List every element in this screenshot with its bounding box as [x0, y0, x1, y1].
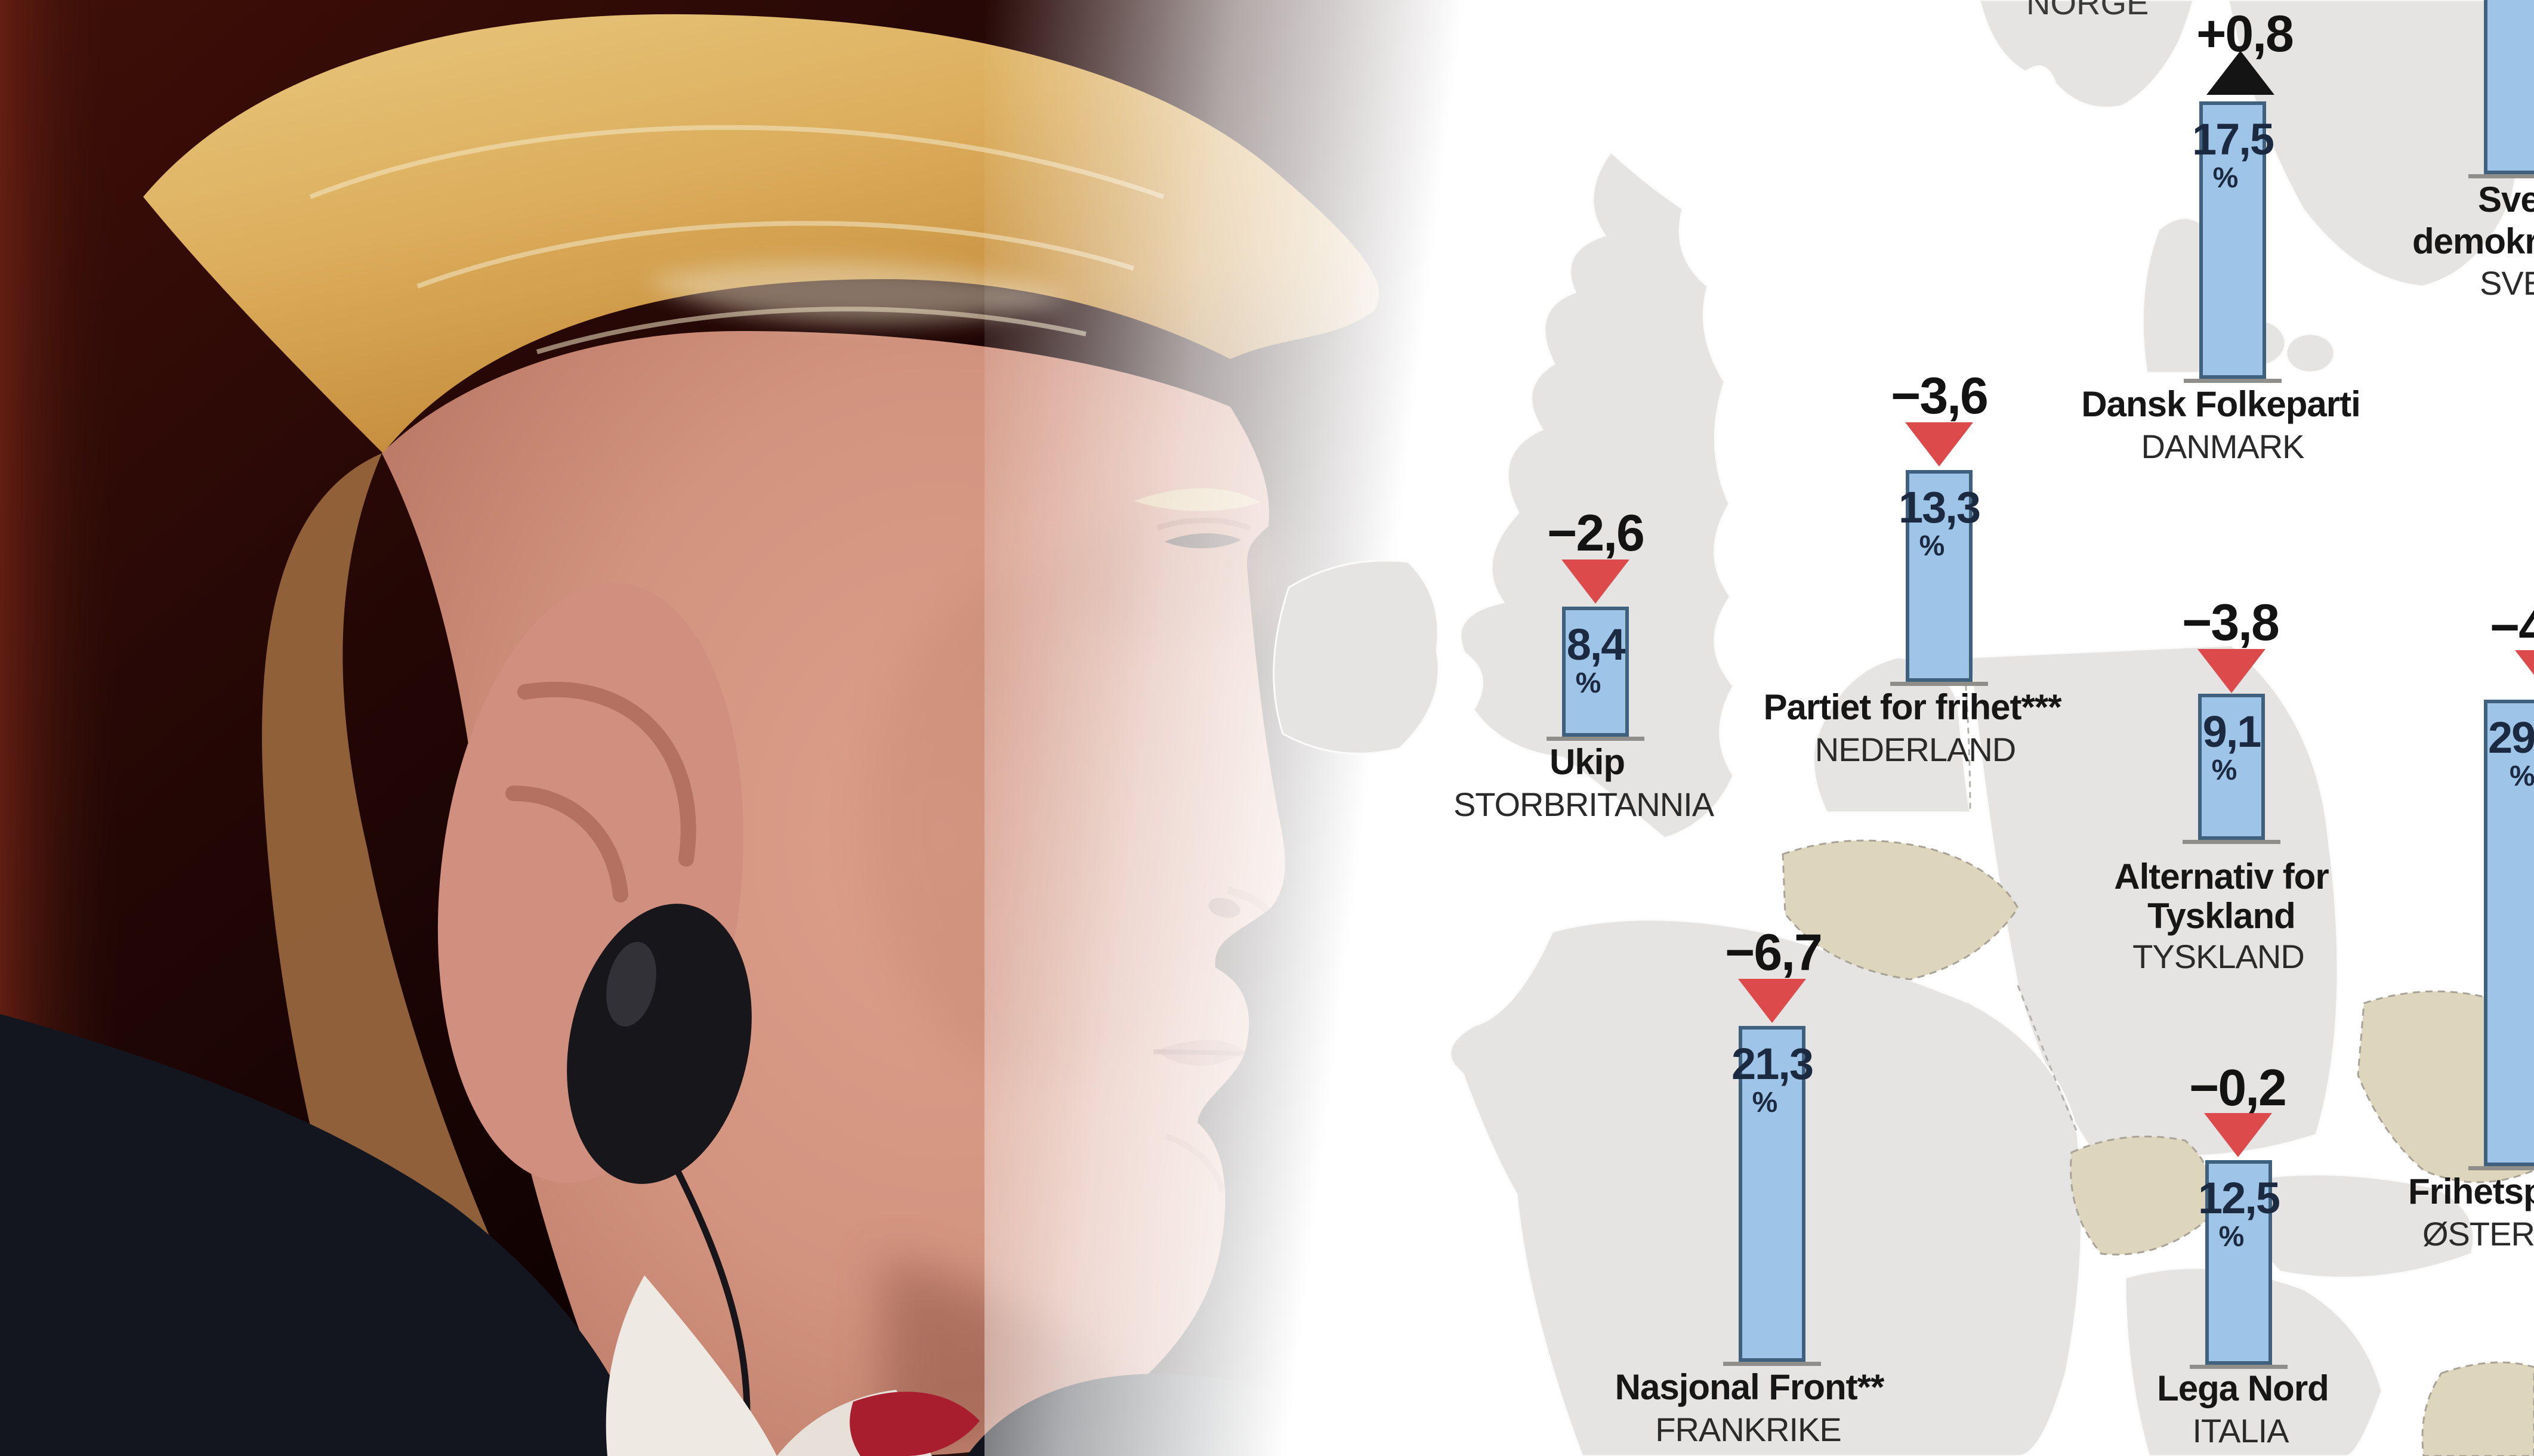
- bar-value-label: 29,: [2488, 713, 2534, 762]
- bar-value-label: 13,3: [1898, 483, 1981, 532]
- bar-baseline: [1890, 682, 1988, 686]
- party-name-label: Sveri: [2478, 180, 2534, 220]
- change-label: −3,6: [1891, 367, 1989, 425]
- country-label: STORBRITANNIA: [1453, 786, 1714, 823]
- border-nl-de: [1963, 663, 1971, 812]
- earbud-highlight: [606, 942, 656, 1027]
- country-ireland: [1273, 559, 1440, 755]
- shirt-collar: [606, 1275, 777, 1456]
- percent-sign: %: [1752, 1087, 1778, 1118]
- bar-value-label: 8,4: [1566, 620, 1626, 669]
- change-label: −3,8: [2182, 594, 2280, 651]
- decline-triangle-icon: [2197, 649, 2266, 693]
- country-slovenia: [2421, 1361, 2534, 1456]
- country-great-britain: [1459, 150, 1734, 839]
- country-norway: [1979, 0, 2195, 109]
- change-label: +0,8: [2196, 5, 2294, 63]
- change-label: −4,: [2490, 599, 2534, 656]
- country-label: NEDERLAND: [1814, 731, 2016, 768]
- bar-value-label: 17,5: [2192, 115, 2274, 164]
- change-label: −0,2: [2189, 1059, 2287, 1117]
- bar-baseline: [2468, 174, 2534, 178]
- map-label-norge: NORGE: [2026, 0, 2149, 21]
- support-bar: [1562, 607, 1629, 737]
- support-bar: [1906, 470, 1973, 682]
- bar-baseline: [1547, 737, 1644, 741]
- party-name-label: Dansk Folkeparti: [2081, 384, 2361, 424]
- decline-triangle-icon: [2204, 1113, 2272, 1157]
- percent-sign: %: [2510, 761, 2534, 792]
- party-name-label: demokr: [2412, 221, 2534, 261]
- country-netherlands: [1813, 656, 1971, 814]
- bar-value-label: 12,5: [2197, 1173, 2280, 1223]
- support-bar: [2484, 0, 2534, 174]
- support-bar: [2205, 1160, 2272, 1365]
- change-label: −2,6: [1547, 505, 1645, 562]
- country-label: DANMARK: [2141, 428, 2304, 465]
- border-fr-de: [2017, 985, 2079, 1134]
- bar-baseline: [2468, 1166, 2534, 1170]
- decline-triangle-icon: [1738, 979, 1806, 1023]
- percent-sign: %: [2211, 755, 2237, 786]
- decline-triangle-icon: [1561, 559, 1629, 604]
- support-bar: [1739, 1026, 1805, 1362]
- country-label: ITALIA: [2192, 1412, 2289, 1449]
- party-name-label: Frihetsp: [2408, 1171, 2534, 1211]
- bar-baseline: [2184, 379, 2282, 383]
- country-label: ØSTER: [2422, 1215, 2534, 1253]
- party-name-label: Lega Nord: [2157, 1368, 2329, 1408]
- country-label: TYSKLAND: [2132, 938, 2305, 975]
- country-denmark-island-2: [2285, 333, 2335, 373]
- bar-value-label: 9,1: [2202, 707, 2262, 756]
- change-label: −6,7: [1725, 924, 1823, 981]
- percent-sign: %: [1919, 530, 1945, 562]
- decline-triangle-icon: [2515, 650, 2534, 694]
- suit-left-shoulder: [0, 1014, 646, 1456]
- country-label: FRANKRIKE: [1655, 1411, 1842, 1448]
- party-name-label: Nasjonal Front**: [1615, 1367, 1885, 1407]
- bar-baseline: [2183, 840, 2280, 844]
- support-bar: [2484, 700, 2534, 1166]
- bar-baseline: [1723, 1362, 1821, 1366]
- party-name-label: Partiet for frihet***: [1763, 687, 2061, 727]
- party-name-label: Alternativ for: [2114, 857, 2329, 897]
- tie-knot: [850, 1392, 980, 1456]
- percent-sign: %: [2218, 1221, 2245, 1253]
- country-label: SVER: [2480, 264, 2534, 302]
- party-name-label: Ukip: [1549, 742, 1625, 782]
- percent-sign: %: [1575, 667, 1601, 699]
- support-bar: [2199, 101, 2266, 379]
- percent-sign: %: [2212, 162, 2239, 194]
- country-belgium: [1782, 839, 2019, 981]
- party-name-label: Tyskland: [2147, 896, 2296, 936]
- ear-inner-fold: [505, 681, 696, 902]
- hair-silver-patch: [644, 261, 1074, 323]
- support-bar: [2198, 694, 2265, 840]
- bar-value-label: 21,3: [1731, 1039, 1814, 1089]
- decline-triangle-icon: [1905, 422, 1973, 466]
- bar-baseline: [2190, 1365, 2288, 1369]
- rise-triangle-icon: [2206, 51, 2274, 95]
